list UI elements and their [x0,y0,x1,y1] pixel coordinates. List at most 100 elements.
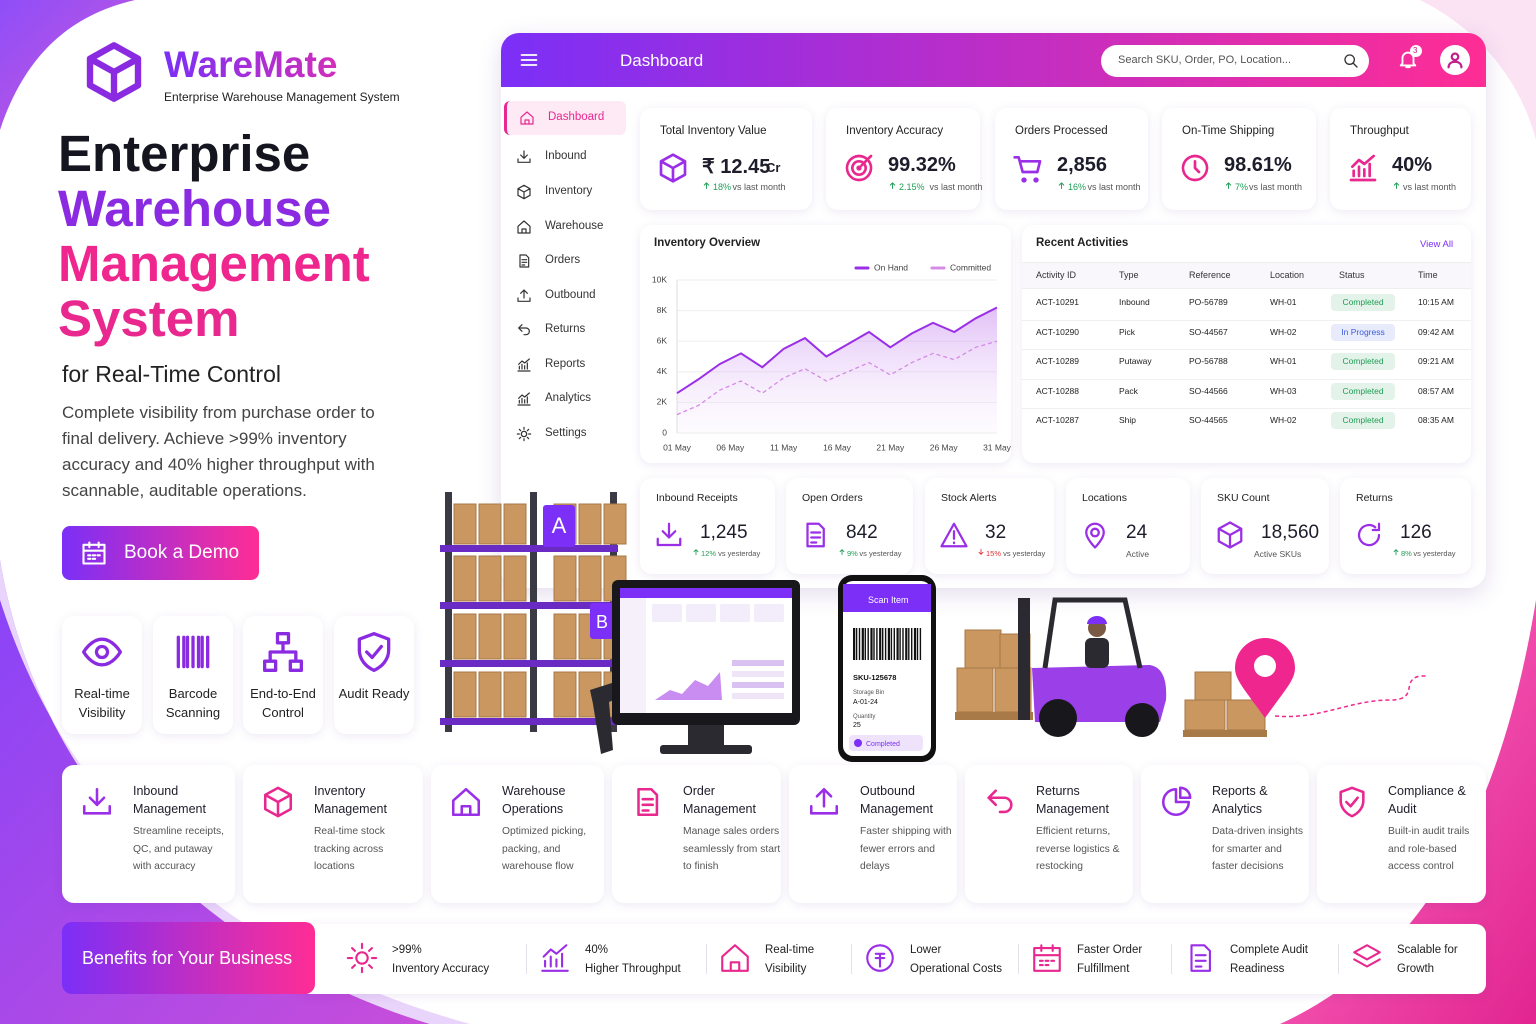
stat-note: Active [1126,549,1150,559]
table-cell: Ship [1119,415,1137,426]
status-label: Completed [1342,415,1384,426]
icon [1161,786,1192,817]
icon [517,392,531,406]
icon-shape [86,42,142,102]
sidebar-label[interactable]: Reports [545,358,586,370]
search-box[interactable]: Search SKU, Order, PO, Location... [1101,45,1369,77]
y-tick-label: 6K [657,335,668,345]
avatar[interactable] [1440,45,1470,75]
sidebar-label[interactable]: Orders [545,254,581,266]
benefit-line: 40% [585,944,609,956]
sidebar-label[interactable]: Settings [545,427,587,439]
dashboard-header: Dashboard Search SKU, Order, PO, Location… [501,33,1486,87]
feature-label: Barcode Scanning [165,686,221,720]
kpi-value: 98.61% [1224,154,1292,176]
icon [519,254,530,268]
module-description: Faster shipping with fewer errors and de… [860,826,952,872]
benefit-line: Higher Throughput [585,963,681,975]
icon [517,184,531,200]
icon [1033,944,1061,972]
sidebar-label[interactable]: Dashboard [548,111,605,123]
sidebar-item[interactable]: Outbound [504,279,626,313]
brand-name: WareMate [164,44,338,85]
icon [659,153,687,183]
sidebar-label[interactable]: Outbound [545,289,596,301]
kpi-label: Total Inventory Value [660,125,767,137]
benefit-line: Visibility [765,963,807,975]
notification-count: 3 [1413,46,1418,55]
sidebar-item[interactable]: Inbound [504,140,626,174]
sidebar-item[interactable]: Dashboard [504,101,626,135]
module-description: Optimized picking, packing, and warehous… [502,826,587,872]
icon [517,150,531,163]
icon [517,358,531,372]
icon-shape [693,549,699,556]
sidebar-item[interactable]: Orders [504,244,626,278]
module-description: Efficient returns, reverse logistics & r… [1036,826,1120,872]
stat-label: Returns [1356,492,1393,504]
benefit-line: >99% [392,944,422,956]
sidebar-item[interactable]: Inventory [504,175,626,209]
sidebar-label[interactable]: Analytics [545,392,592,404]
sidebar-label[interactable]: Inbound [545,150,587,162]
icon [1357,522,1381,547]
module-card: Inbound Management Streamline receipts, Q… [62,765,235,903]
icon-shape [806,522,825,548]
cta-label[interactable]: Book a Demo [124,542,240,563]
cta-button[interactable]: Book a Demo [62,526,259,580]
table-cell: Putaway [1119,356,1152,367]
y-tick-label: 10K [652,274,667,284]
icon-shape [520,111,534,125]
search-placeholder[interactable]: Search SKU, Order, PO, Location... [1118,54,1292,66]
kpi-label: Orders Processed [1015,125,1108,137]
table-cell: WH-03 [1270,385,1297,396]
module-title: Returns Management [1036,784,1109,816]
benefit-line: Growth [1397,963,1435,975]
series-line [676,306,998,395]
module-card: Order Management Manage sales orders seam… [612,765,781,903]
icon-shape [845,154,873,182]
icon-shape [517,358,531,372]
sidebar-item[interactable]: Reports [504,348,626,382]
icon [520,54,538,66]
table-cell: WH-01 [1270,297,1297,307]
view-all-link[interactable]: View All [1420,239,1454,250]
icon [987,789,1013,814]
sidebar-label[interactable]: Warehouse [545,220,604,232]
table-cell: SO-44565 [1189,415,1228,426]
table-cell: ACT-10289 [1036,356,1079,367]
icon [1058,182,1065,189]
sidebar-item[interactable]: Returns [504,313,626,347]
feature-card: Audit Ready [334,616,414,734]
benefit-line: Scalable for [1397,944,1458,956]
feature-label: End-to-End Control [250,686,316,720]
x-tick-label: 31 May [983,442,1011,452]
sidebar-item[interactable]: Warehouse [504,210,626,244]
icon [845,154,873,182]
table-cell: Inbound [1119,297,1150,307]
activities-title: Recent Activities [1036,237,1129,249]
module-title: Outbound Management [860,784,933,816]
sidebar-label[interactable]: Inventory [545,185,593,197]
x-tick-label: 16 May [823,442,852,452]
icon [451,787,481,817]
stat-label: Stock Alerts [941,492,997,504]
benefit-line: Readiness [1230,963,1285,975]
stat-change: 8% [1401,549,1412,558]
sidebar-item[interactable]: Analytics [504,382,626,416]
y-tick-label: 2K [657,397,668,407]
notification-badge: 3 [1410,45,1422,57]
y-tick-label: 0 [662,427,667,437]
kpi-card: On-Time Shipping 98.61% 7% vs last month [1162,108,1316,210]
chart-title: Inventory Overview [654,237,761,249]
sidebar-label[interactable]: Returns [545,323,586,335]
benefit-line: Complete Audit [1230,944,1308,956]
icon [637,787,659,817]
sidebar-item[interactable]: Settings [504,417,626,451]
benefit-divider [526,944,527,974]
icon [1353,944,1381,968]
icon [721,944,749,972]
hero-subtitle: for Real-Time Control [62,361,281,387]
status-label: Completed [1342,297,1384,307]
icon-shape [1190,944,1211,972]
